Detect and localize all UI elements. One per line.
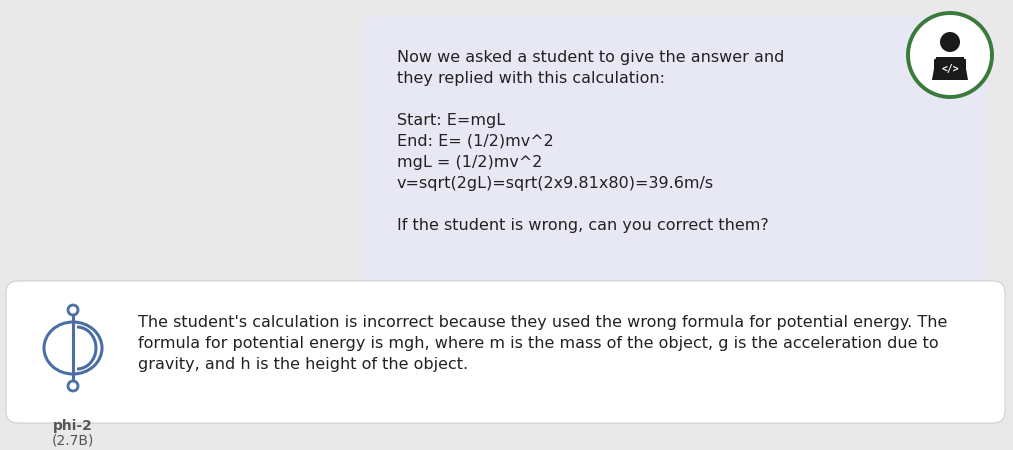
Circle shape xyxy=(908,13,992,97)
Text: </>: </> xyxy=(941,64,959,74)
Text: phi-2: phi-2 xyxy=(53,419,93,433)
Circle shape xyxy=(68,381,78,391)
FancyBboxPatch shape xyxy=(363,16,987,308)
Text: The student's calculation is incorrect because they used the wrong formula for p: The student's calculation is incorrect b… xyxy=(138,315,947,373)
Circle shape xyxy=(940,32,960,52)
FancyBboxPatch shape xyxy=(6,281,1005,423)
Circle shape xyxy=(68,305,78,315)
FancyBboxPatch shape xyxy=(934,59,966,78)
Text: Now we asked a student to give the answer and
they replied with this calculation: Now we asked a student to give the answe… xyxy=(397,50,784,233)
Polygon shape xyxy=(932,57,968,80)
Text: (2.7B): (2.7B) xyxy=(52,433,94,447)
